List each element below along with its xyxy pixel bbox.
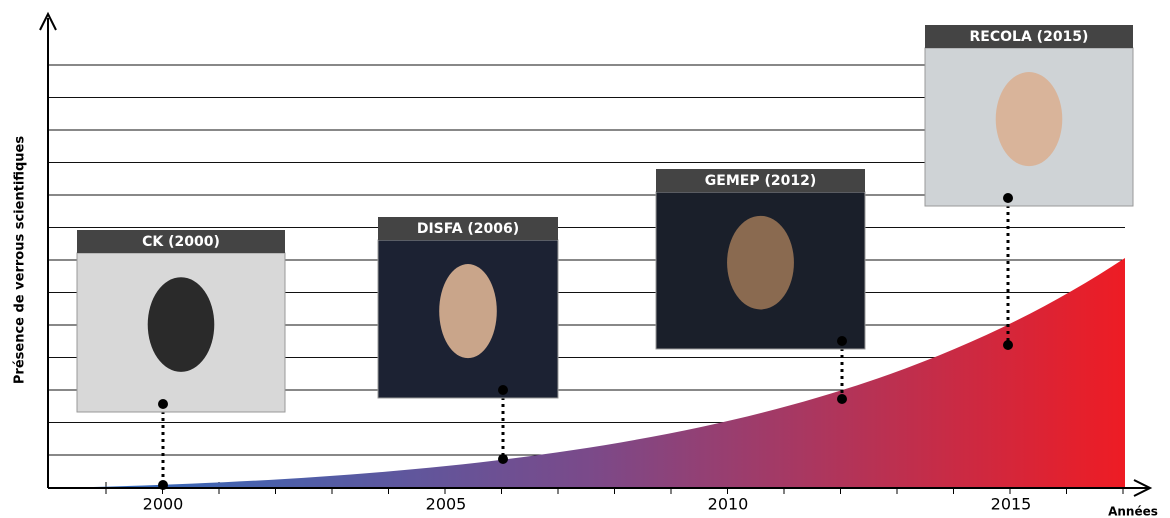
dot-curve bbox=[1003, 340, 1013, 350]
x-tick-label: 2000 bbox=[143, 495, 184, 514]
face bbox=[439, 264, 497, 359]
x-tick-label: 2005 bbox=[426, 495, 467, 514]
x-tick-label: 2015 bbox=[991, 495, 1032, 514]
dataset-label: GEMEP (2012) bbox=[705, 173, 816, 189]
face bbox=[727, 215, 794, 310]
y-axis-label: Présence de verrous scientifiques bbox=[13, 136, 28, 384]
dataset-card: CK (2000) bbox=[76, 230, 286, 490]
dot-curve bbox=[498, 454, 508, 464]
dataset-label: RECOLA (2015) bbox=[970, 29, 1089, 45]
dot-top bbox=[1003, 193, 1013, 203]
label-bar bbox=[77, 230, 285, 253]
face bbox=[147, 277, 215, 372]
label-bar bbox=[925, 25, 1133, 48]
x-axis-arrow bbox=[1133, 479, 1153, 497]
y-axis-arrow bbox=[39, 11, 57, 31]
label-bar bbox=[378, 217, 558, 240]
dataset-card: GEMEP (2012) bbox=[655, 169, 866, 404]
face bbox=[995, 72, 1063, 167]
items: 2000 2005 2010 2015 CK (2000) DISFA (2006) GEM… bbox=[76, 25, 1134, 514]
x-tick-label: 2010 bbox=[708, 495, 749, 514]
dot-top bbox=[158, 399, 168, 409]
x-axis-label: Années bbox=[1108, 505, 1158, 518]
dataset-label: CK (2000) bbox=[142, 234, 220, 250]
label-bar bbox=[656, 169, 865, 192]
dot-top bbox=[837, 336, 847, 346]
dataset-card: RECOLA (2015) bbox=[924, 25, 1134, 350]
dataset-card: DISFA (2006) bbox=[377, 217, 559, 464]
dot-curve bbox=[158, 480, 168, 490]
dataset-label: DISFA (2006) bbox=[417, 221, 519, 237]
dot-top bbox=[498, 385, 508, 395]
growth-curve bbox=[48, 258, 1125, 488]
dot-curve bbox=[837, 394, 847, 404]
